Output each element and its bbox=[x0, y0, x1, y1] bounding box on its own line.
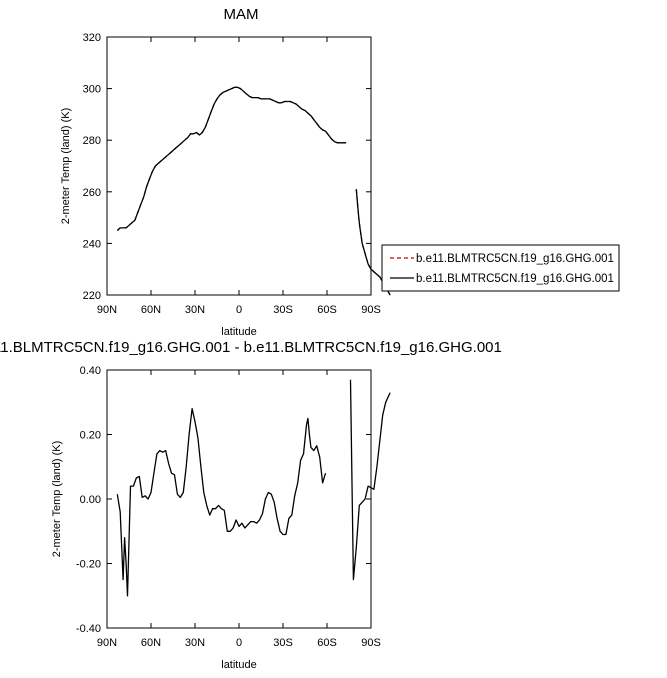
y-tick-label: 320 bbox=[83, 32, 101, 44]
chart-top-series bbox=[116, 86, 391, 296]
y-tick-label: 0.40 bbox=[80, 365, 101, 377]
x-tick-label: 90N bbox=[97, 304, 117, 316]
legend-box bbox=[381, 244, 620, 292]
chart-bottom-y-axis: -0.40 -0.20 0.00 0.20 0.40 bbox=[76, 365, 371, 635]
chart-bottom-x-axis-label: latitude bbox=[221, 659, 256, 671]
x-tick-label: 30N bbox=[185, 637, 205, 649]
chart-top-x-axis: 90N 60N 30N 0 30S 60S 90S bbox=[97, 37, 381, 316]
chart-bottom-x-axis: 90N 60N 30N 0 30S 60S 90S bbox=[97, 370, 381, 649]
y-tick-label: 280 bbox=[83, 135, 101, 147]
chart-bottom: b.e11.BLMTRC5CN.f19_g16.GHG.001 - b.e11.… bbox=[0, 339, 502, 671]
x-tick-label: 90N bbox=[97, 637, 117, 649]
x-tick-label: 0 bbox=[236, 637, 242, 649]
x-tick-label: 30N bbox=[185, 304, 205, 316]
chart-top-title: MAM bbox=[224, 6, 259, 23]
x-tick-label: 90S bbox=[361, 304, 381, 316]
chart-top-y-axis: 220 240 260 280 300 320 bbox=[83, 32, 371, 302]
series-0-line-segment-0 bbox=[116, 86, 347, 231]
y-tick-label: 0.00 bbox=[80, 494, 101, 506]
y-tick-label: 240 bbox=[83, 238, 101, 250]
x-tick-label: 90S bbox=[361, 637, 381, 649]
y-tick-label: 220 bbox=[83, 290, 101, 302]
x-tick-label: 60S bbox=[317, 304, 337, 316]
x-tick-label: 30S bbox=[273, 304, 293, 316]
x-tick-label: 60N bbox=[141, 304, 161, 316]
chart-bottom-series bbox=[116, 379, 391, 597]
x-tick-label: 30S bbox=[273, 637, 293, 649]
chart-bottom-plot-frame bbox=[106, 369, 372, 629]
x-tick-label: 0 bbox=[236, 304, 242, 316]
x-tick-label: 60S bbox=[317, 637, 337, 649]
chart-top-legend: b.e11.BLMTRC5CN.f19_g16.GHG.001 b.e11.BL… bbox=[381, 244, 620, 292]
series-0-line-segment-1 bbox=[349, 379, 391, 581]
chart-top-y-axis-label: 2-meter Temp (land) (K) bbox=[60, 108, 72, 225]
legend-label-2: b.e11.BLMTRC5CN.f19_g16.GHG.001 bbox=[416, 273, 614, 285]
y-tick-label: 300 bbox=[83, 84, 101, 96]
y-tick-label: -0.40 bbox=[76, 623, 101, 635]
chart-bottom-title: b.e11.BLMTRC5CN.f19_g16.GHG.001 - b.e11.… bbox=[0, 339, 502, 356]
legend-label-1: b.e11.BLMTRC5CN.f19_g16.GHG.001 bbox=[416, 253, 614, 265]
x-tick-label: 60N bbox=[141, 637, 161, 649]
chart-bottom-y-axis-label: 2-meter Temp (land) (K) bbox=[51, 441, 63, 558]
y-tick-label: -0.20 bbox=[76, 559, 101, 571]
series-0-line-segment-0 bbox=[116, 408, 327, 597]
chart-top-x-axis-label: latitude bbox=[221, 326, 256, 338]
chart-top-plot-frame bbox=[106, 36, 372, 296]
y-tick-label: 260 bbox=[83, 187, 101, 199]
series-1-line-segment-0 bbox=[116, 86, 347, 231]
y-tick-label: 0.20 bbox=[80, 430, 101, 442]
